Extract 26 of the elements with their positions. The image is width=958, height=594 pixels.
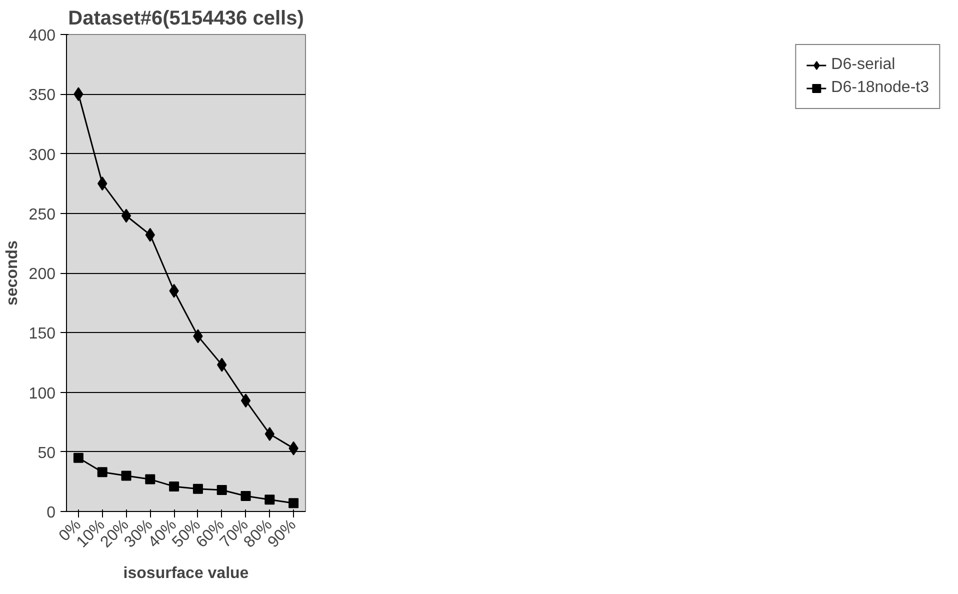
x-axis-title: isosurface value	[123, 565, 249, 582]
point	[240, 394, 251, 408]
y-axis-title: seconds	[4, 240, 21, 306]
point	[121, 470, 132, 481]
y-tick-label: 400	[28, 28, 56, 44]
point	[264, 494, 275, 505]
point	[97, 467, 108, 478]
point	[73, 452, 84, 463]
point	[288, 498, 299, 508]
point	[145, 474, 156, 484]
y-tick-label: 50	[38, 444, 56, 462]
y-tick-label: 300	[28, 146, 56, 164]
y-tick-label: 200	[28, 266, 56, 283]
y-tick-label: 250	[28, 206, 56, 224]
y-tick-label: 350	[28, 87, 56, 104]
legend-label: D6-serial	[831, 56, 896, 74]
point	[169, 481, 180, 492]
point	[240, 490, 251, 501]
point	[121, 208, 132, 223]
point	[216, 485, 227, 496]
chart-title: Dataset#6(5154436 cells)	[68, 8, 304, 30]
legend-label: D6-18node-t3	[831, 79, 929, 97]
y-tick-label: 150	[28, 326, 56, 343]
y-tick-label: 100	[28, 385, 56, 402]
y-tick-label: 0	[46, 504, 56, 522]
point	[192, 484, 203, 494]
